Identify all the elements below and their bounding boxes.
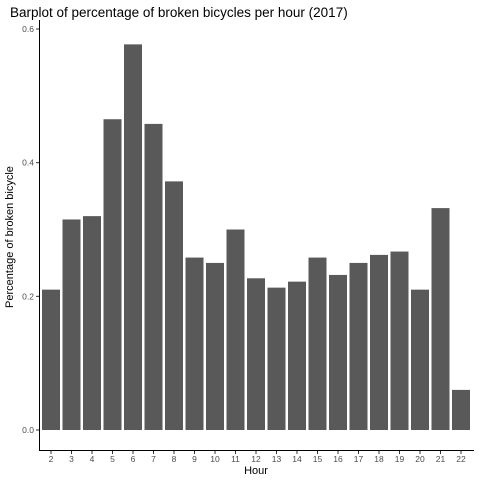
bar-hour-7 — [144, 123, 163, 431]
bar-hour-2 — [42, 289, 60, 430]
y-tick-label-0.0: 0.0 — [22, 425, 34, 435]
x-tick-label-8: 8 — [172, 454, 177, 464]
x-tick-label-21: 21 — [436, 454, 446, 464]
x-tick-label-7: 7 — [151, 454, 156, 464]
x-tick-label-6: 6 — [131, 454, 136, 464]
y-tick-label-0.2: 0.2 — [22, 291, 34, 301]
x-tick-label-10: 10 — [210, 454, 220, 464]
bar-hour-5 — [103, 119, 122, 430]
bar-hour-8 — [165, 181, 183, 430]
bar-hour-18 — [370, 254, 388, 430]
bar-hour-16 — [329, 274, 347, 430]
x-tick-label-2: 2 — [49, 454, 54, 464]
x-tick-label-15: 15 — [313, 454, 323, 464]
x-tick-label-14: 14 — [292, 454, 302, 464]
bar-hour-9 — [185, 257, 204, 430]
y-ticks-group: 0.0 0.2 0.4 0.6 — [22, 24, 39, 435]
x-tick-label-12: 12 — [251, 454, 261, 464]
bar-hour-21 — [431, 208, 450, 430]
x-tick-label-22: 22 — [456, 454, 466, 464]
x-tick-label-19: 19 — [395, 454, 405, 464]
x-tick-label-9: 9 — [192, 454, 197, 464]
x-ticks-group: 2 3 4 5 6 7 8 9 10 11 12 13 14 15 16 17 18 19 20 21 22 — [49, 451, 466, 464]
x-tick-label-18: 18 — [374, 454, 384, 464]
bar-hour-22 — [452, 389, 470, 430]
bar-hour-12 — [247, 278, 265, 430]
x-tick-label-5: 5 — [110, 454, 115, 464]
bar-hour-10 — [206, 262, 224, 430]
bar-hour-20 — [411, 289, 429, 430]
x-tick-label-16: 16 — [333, 454, 343, 464]
bar-hour-3 — [62, 219, 81, 430]
bar-hour-19 — [390, 251, 409, 430]
x-tick-label-13: 13 — [272, 454, 282, 464]
bar-hour-15 — [308, 257, 327, 430]
chart-title: Barplot of percentage of broken bicycles… — [10, 5, 348, 20]
x-tick-label-17: 17 — [354, 454, 364, 464]
y-tick-label-0.6: 0.6 — [22, 24, 34, 34]
x-tick-label-20: 20 — [415, 454, 425, 464]
bar-hour-17 — [349, 262, 368, 430]
y-tick-label-0.4: 0.4 — [22, 158, 34, 168]
x-tick-label-3: 3 — [69, 454, 74, 464]
bar-hour-14 — [288, 281, 306, 430]
bars-group — [42, 44, 470, 431]
x-axis-label: Hour — [244, 465, 268, 477]
bar-hour-4 — [83, 216, 101, 430]
bar-hour-11 — [226, 229, 245, 430]
bar-hour-6 — [124, 44, 142, 431]
y-axis-label: Percentage of broken bicycle — [4, 166, 16, 308]
x-tick-label-11: 11 — [231, 454, 240, 464]
bar-hour-13 — [267, 287, 286, 430]
x-tick-label-4: 4 — [90, 454, 95, 464]
